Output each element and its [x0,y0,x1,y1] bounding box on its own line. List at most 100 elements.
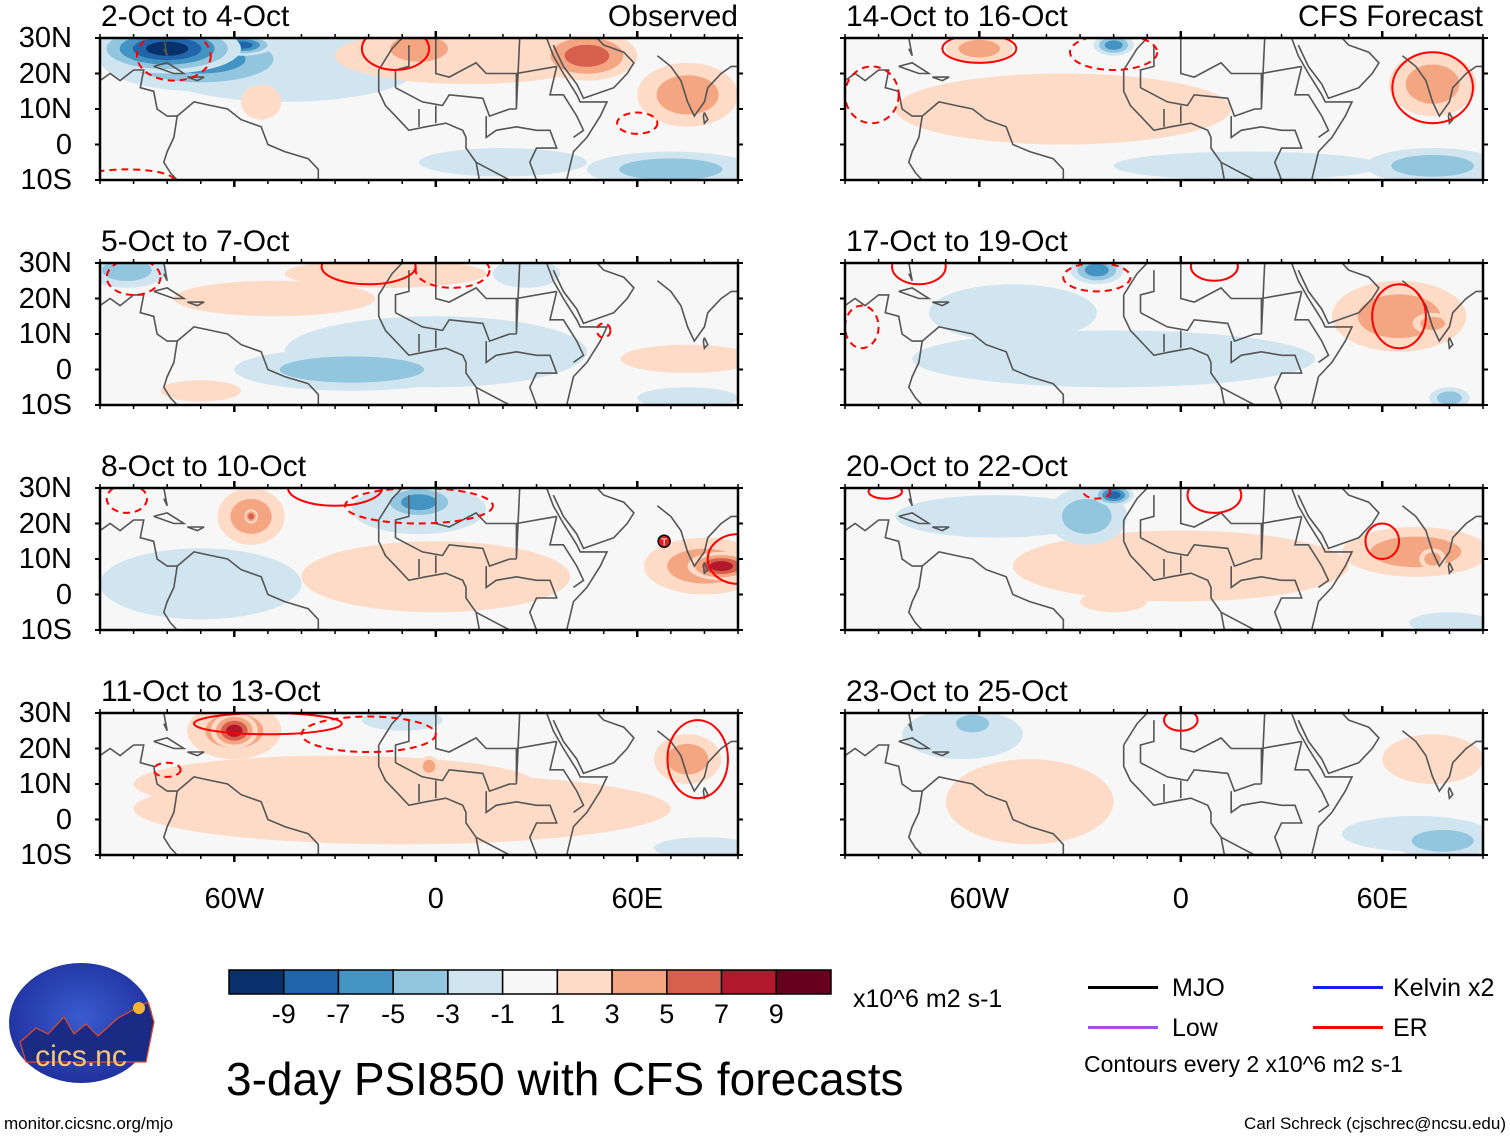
coastline [548,516,585,589]
coastline [898,61,932,75]
er-contour [300,715,437,754]
coastline [1401,55,1483,118]
anomaly-blob [1061,498,1112,534]
logo-text: cics.nc [35,1040,127,1073]
panel-2 [95,256,743,412]
er-contour [845,304,880,350]
coastlines [100,263,738,405]
wave-contours [845,38,1474,125]
er-contour [414,263,491,289]
y-tick-label: 10S [20,164,72,196]
coastline [907,340,923,405]
coastline [394,495,410,538]
anomaly-blob [619,158,723,180]
colorbar-swatch [228,969,285,995]
coastline [434,713,521,785]
anomaly-blob [1084,263,1109,277]
anomaly-blob [564,44,610,67]
coastline [377,745,481,855]
er-contour [100,168,175,180]
anomaly-blob [620,344,738,374]
panel-8 [840,706,1488,862]
er-contour [1186,488,1243,514]
colorbar-units: x10^6 m2 s-1 [853,985,1003,1013]
coastline [176,326,320,405]
coastline [1297,263,1380,325]
coastline [548,741,585,814]
anomaly-blob [173,280,376,317]
coastline [1290,713,1354,855]
anomaly-blob [972,776,1054,834]
colorbar [228,969,832,995]
coastline [908,263,913,282]
coastline [1139,720,1155,763]
coastline [908,38,913,57]
er-contour [1062,263,1132,293]
y-tick-label: 30N [18,22,72,54]
y-tick-label: 20N [18,732,72,765]
coastline [932,76,950,82]
coastline [552,713,635,775]
coastline [516,290,557,300]
legend-line-kelvin-x2 [1313,986,1383,989]
coastline [434,38,521,110]
coastline [1123,263,1148,296]
y-tick-label: 10N [18,318,72,350]
er-contour [616,111,659,135]
panel-source-tag: CFS Forecast [1297,0,1483,33]
colorbar-tick-label: -5 [381,999,406,1029]
wave-contours [867,488,1401,560]
coastline [1139,270,1155,313]
anomaly-blob [390,38,448,62]
coastline [702,562,709,575]
anomaly-blob [492,263,561,288]
coastline [1293,741,1330,814]
anomaly-field [133,713,738,855]
website-url[interactable]: monitor.cicsnc.org/mjo [4,1114,174,1133]
y-tick-label: 20N [18,507,72,540]
y-tick-label: 10S [20,839,72,871]
coastline [1123,488,1148,521]
y-tick-label: 10N [18,93,72,125]
coastline [1261,65,1302,75]
legend-label: Low [1172,1014,1218,1042]
anomaly-blob [248,513,255,520]
coastline [1261,740,1302,750]
anomaly-blob [1104,40,1123,50]
coastline [552,488,635,550]
legend-line-mjo [1088,986,1158,989]
coastline [898,512,932,525]
colorbar-tick-label: 9 [768,999,784,1029]
coastline [377,294,481,405]
coastline [1140,536,1262,568]
coastline [1447,112,1454,125]
coastline [656,55,738,118]
coastline [394,720,410,763]
anomaly-blob [133,755,537,813]
coastline [1139,45,1155,88]
coastline [1122,520,1226,630]
coastline [176,551,320,630]
wave-contours [100,38,659,180]
y-tick-label: 0 [55,128,72,161]
coastline [1122,70,1226,180]
coastline [932,751,950,757]
coastline [162,790,178,855]
colorbar-swatch [282,969,340,995]
coastline [1293,516,1330,589]
panel-date-title: 20-Oct to 22-Oct [846,450,1068,483]
coastline [377,70,481,180]
coastline [394,45,410,88]
coastline [1293,66,1330,139]
cics-logo: cics.nc [9,963,155,1083]
er-contour [105,263,162,296]
coastline [1290,38,1354,180]
coastline [377,520,481,630]
colorbar-tick-label: 3 [604,999,620,1029]
anomaly-blob [1080,590,1148,613]
coastline [702,337,709,350]
coastline [395,761,517,793]
coastline [656,280,738,343]
panel-7 [840,481,1488,637]
